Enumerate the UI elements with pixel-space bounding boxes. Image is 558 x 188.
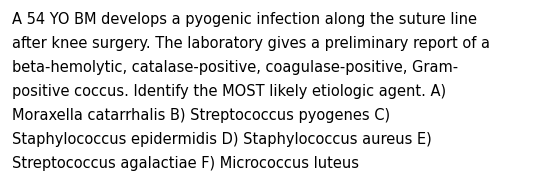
- Text: Streptococcus agalactiae F) Micrococcus luteus: Streptococcus agalactiae F) Micrococcus …: [12, 156, 359, 171]
- Text: beta-hemolytic, catalase-positive, coagulase-positive, Gram-: beta-hemolytic, catalase-positive, coagu…: [12, 60, 458, 75]
- Text: after knee surgery. The laboratory gives a preliminary report of a: after knee surgery. The laboratory gives…: [12, 36, 490, 51]
- Text: positive coccus. Identify the MOST likely etiologic agent. A): positive coccus. Identify the MOST likel…: [12, 84, 446, 99]
- Text: A 54 YO BM develops a pyogenic infection along the suture line: A 54 YO BM develops a pyogenic infection…: [12, 12, 477, 27]
- Text: Moraxella catarrhalis B) Streptococcus pyogenes C): Moraxella catarrhalis B) Streptococcus p…: [12, 108, 390, 123]
- Text: Staphylococcus epidermidis D) Staphylococcus aureus E): Staphylococcus epidermidis D) Staphyloco…: [12, 132, 432, 147]
